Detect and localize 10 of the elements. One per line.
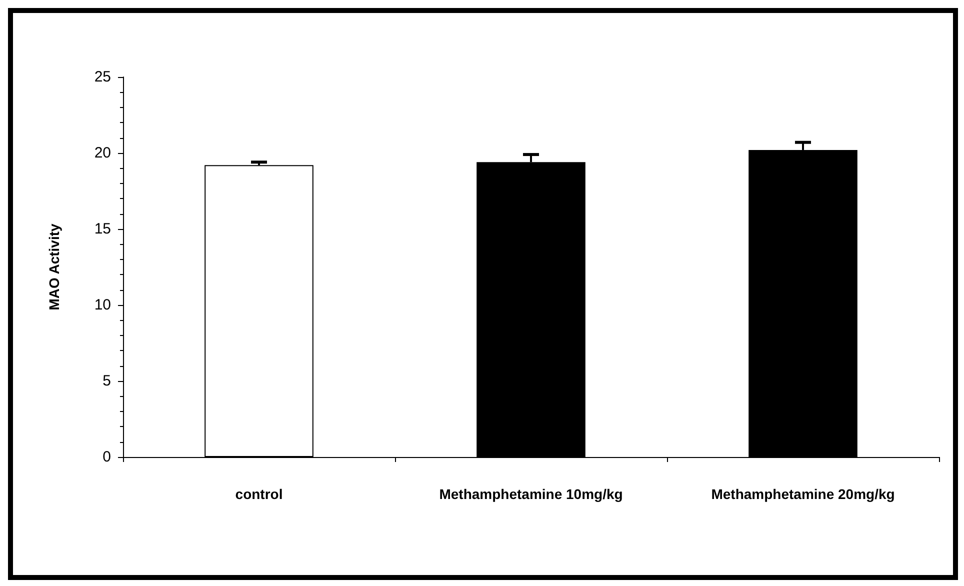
x-tick-label: Methamphetamine 20mg/kg	[711, 486, 895, 502]
x-tick-label: Methamphetamine 10mg/kg	[439, 486, 623, 502]
y-tick-label: 5	[102, 372, 111, 390]
x-tick-label: control	[235, 486, 283, 502]
y-tick-label: 15	[94, 220, 111, 238]
y-tick-label: 10	[94, 296, 111, 314]
y-tick-label: 25	[94, 68, 111, 86]
y-tick-label: 0	[102, 448, 111, 466]
y-tick-label: 20	[94, 144, 111, 162]
y-axis-title: MAO Activity	[46, 223, 62, 310]
